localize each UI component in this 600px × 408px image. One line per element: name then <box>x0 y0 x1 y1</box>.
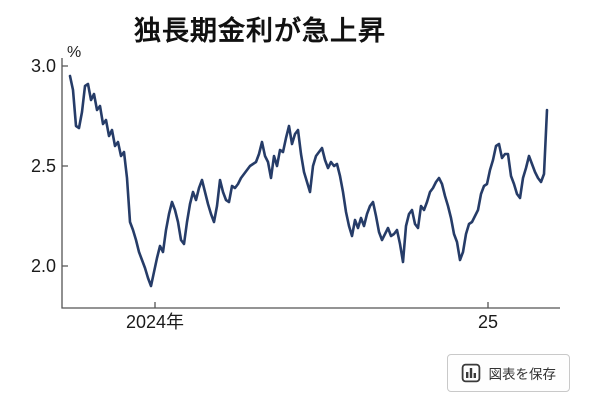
x-axis-tick-label: 25 <box>477 312 499 332</box>
chart-title: 独長期金利が急上昇 <box>134 16 386 46</box>
y-axis-tick-label: 2.0 <box>30 256 56 276</box>
y-axis-tick-label: 2.5 <box>30 156 56 176</box>
save-chart-label: 図表を保存 <box>488 367 557 382</box>
y-axis-tick-label: 3.0 <box>30 56 56 76</box>
save-chart-button[interactable]: 図表を保存 <box>446 354 570 392</box>
line-chart <box>61 58 560 309</box>
axis-lines <box>61 58 560 309</box>
bar-chart-icon <box>461 363 481 383</box>
x-axis-tick-label: 2024年 <box>125 312 185 332</box>
y-axis-unit-label: % <box>67 44 82 61</box>
yield-line <box>68 74 549 288</box>
